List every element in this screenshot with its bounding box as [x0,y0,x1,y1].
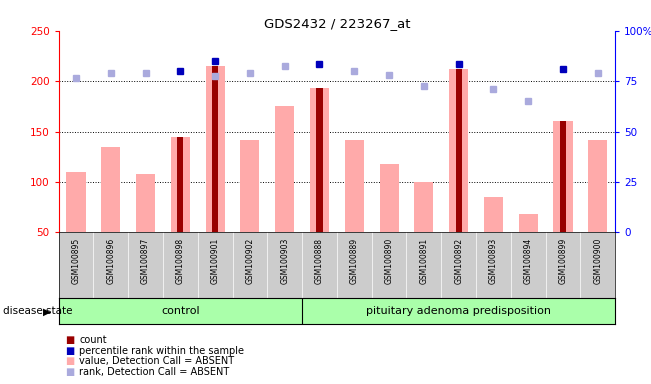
Bar [212,66,218,232]
Bar [345,139,364,232]
Bar [206,66,225,232]
Text: GSM100896: GSM100896 [106,238,115,284]
Bar [136,174,155,232]
Text: GSM100901: GSM100901 [211,238,219,284]
Bar [589,139,607,232]
Bar [380,164,398,232]
Text: GSM100888: GSM100888 [315,238,324,283]
Bar [560,121,566,232]
Text: GSM100898: GSM100898 [176,238,185,284]
Text: GSM100900: GSM100900 [593,238,602,284]
Text: rank, Detection Call = ABSENT: rank, Detection Call = ABSENT [79,367,230,377]
Bar [316,88,323,232]
Bar [519,214,538,232]
Bar [456,69,462,232]
Text: ▶: ▶ [43,306,51,316]
Text: ■: ■ [65,335,74,345]
Text: control: control [161,306,200,316]
Bar [484,197,503,232]
Bar [66,172,85,232]
Text: GSM100899: GSM100899 [559,238,568,284]
Text: GSM100894: GSM100894 [523,238,533,284]
Text: GSM100893: GSM100893 [489,238,498,284]
Text: ■: ■ [65,356,74,366]
Bar [553,121,573,232]
Bar [414,182,434,232]
Text: pituitary adenoma predisposition: pituitary adenoma predisposition [366,306,551,316]
Text: disease state: disease state [3,306,73,316]
Text: count: count [79,335,107,345]
Bar [101,147,120,232]
Text: GSM100902: GSM100902 [245,238,255,284]
Bar [310,88,329,232]
Bar [171,137,190,232]
Text: GSM100889: GSM100889 [350,238,359,284]
Text: GSM100903: GSM100903 [280,238,289,284]
Bar [240,139,260,232]
Text: GSM100897: GSM100897 [141,238,150,284]
Title: GDS2432 / 223267_at: GDS2432 / 223267_at [264,17,410,30]
Text: percentile rank within the sample: percentile rank within the sample [79,346,244,356]
Text: GSM100892: GSM100892 [454,238,463,284]
Bar [275,106,294,232]
Text: GSM100890: GSM100890 [385,238,394,284]
Text: value, Detection Call = ABSENT: value, Detection Call = ABSENT [79,356,234,366]
Text: ■: ■ [65,367,74,377]
Bar [449,69,468,232]
Bar [177,137,184,232]
Text: GSM100895: GSM100895 [72,238,81,284]
Text: ■: ■ [65,346,74,356]
Text: GSM100891: GSM100891 [419,238,428,284]
